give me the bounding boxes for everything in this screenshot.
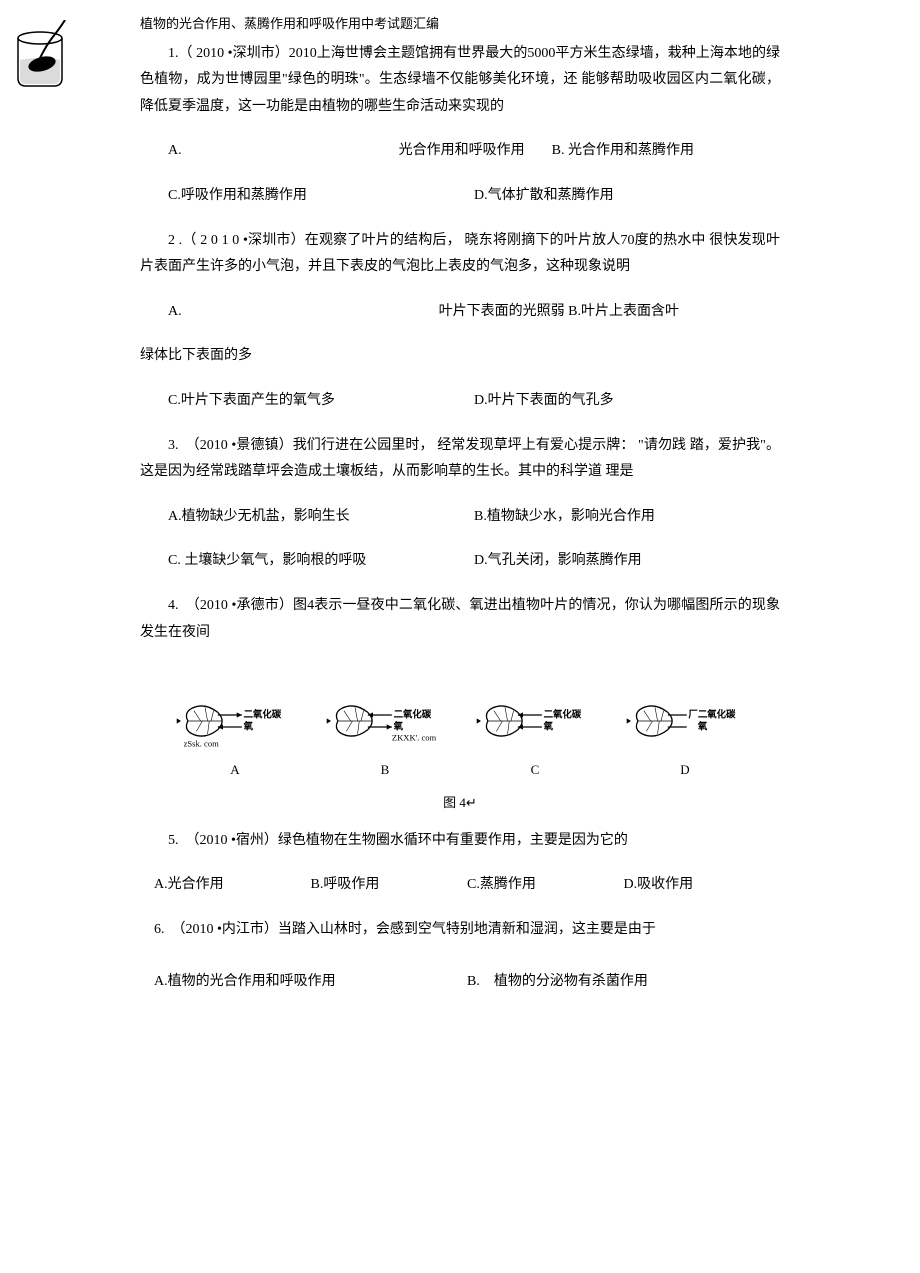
q1-optA: 光合作用和呼吸作用 bbox=[399, 143, 525, 158]
q3-options-row1: A.植物缺少无机盐，影响生长 B.植物缺少水，影响光合作用 bbox=[140, 504, 780, 531]
q3-optA: A.植物缺少无机盐，影响生长 bbox=[168, 504, 474, 531]
q2-optAB: 叶片下表面的光照弱 B.叶片上表面含叶 bbox=[439, 304, 679, 319]
q1-optB: B. 光合作用和蒸腾作用 bbox=[552, 143, 694, 158]
leaf-d-label: D bbox=[680, 758, 689, 783]
q1-options-row2: C.呼吸作用和蒸腾作用 D.气体扩散和蒸腾作用 bbox=[140, 183, 780, 210]
q1-optA-prefix: A. bbox=[168, 143, 182, 158]
q6-optA: A.植物的光合作用和呼吸作用 bbox=[154, 969, 467, 996]
leaf-b-co2: 二氧化碳 bbox=[394, 709, 432, 721]
q5-optD: D.吸收作用 bbox=[624, 872, 781, 899]
q3-optD: D.气孔关闭，影响蒸腾作用 bbox=[474, 548, 780, 575]
q5-options: A.光合作用 B.呼吸作用 C.蒸腾作用 D.吸收作用 bbox=[140, 872, 780, 899]
figure-4-row: 二氧化碳 氧 zSsk. com A bbox=[160, 686, 760, 783]
leaf-a-o2: 氧 bbox=[243, 721, 254, 733]
leaf-b-label: B bbox=[381, 758, 390, 783]
question-1: 1.（ 2010 •深圳市）2010上海世博会主题馆拥有世界最大的5000平方米… bbox=[140, 41, 780, 210]
q2-optA-prefix: A. bbox=[168, 304, 182, 319]
q1-options-row1: A. 光合作用和呼吸作用 B. 光合作用和蒸腾作用 bbox=[140, 138, 780, 165]
leaf-c-co2: 二氧化碳 bbox=[544, 709, 582, 721]
leaf-c-label: C bbox=[531, 758, 540, 783]
q5-optB: B.呼吸作用 bbox=[311, 872, 468, 899]
q3-text: 3. （2010 •景德镇）我们行进在公园里时， 经常发现草坪上有爱心提示牌： … bbox=[140, 433, 780, 486]
leaf-diagram-c: 二氧化碳 氧 C bbox=[475, 686, 595, 783]
leaf-d-o2: 氧 bbox=[697, 721, 708, 733]
q1-optD: D.气体扩散和蒸腾作用 bbox=[474, 183, 780, 210]
q6-text: 6. （2010 •内江市）当踏入山林时，会感到空气特别地清新和湿润，这主要是由… bbox=[140, 917, 780, 944]
q2-optD: D.叶片下表面的气孔多 bbox=[474, 388, 780, 415]
q1-optC: C.呼吸作用和蒸腾作用 bbox=[168, 183, 474, 210]
q2-optAB-cont: 绿体比下表面的多 bbox=[140, 343, 780, 370]
leaf-c-o2: 氧 bbox=[543, 721, 554, 733]
leaf-a-co2: 二氧化碳 bbox=[244, 709, 282, 721]
q6-optB: B. 植物的分泌物有杀菌作用 bbox=[467, 969, 780, 996]
q2-text: 2 .（ 2 0 1 0 •深圳市）在观察了叶片的结构后， 晓东将刚摘下的叶片放… bbox=[140, 228, 780, 281]
leaf-diagram-b: 二氧化碳 氧 ZKXK'. com B bbox=[325, 686, 445, 783]
question-5: 5. （2010 •宿州）绿色植物在生物圈水循环中有重要作用，主要是因为它的 A… bbox=[140, 828, 780, 899]
q2-options-row2: C.叶片下表面产生的氧气多 D.叶片下表面的气孔多 bbox=[140, 388, 780, 415]
beaker-leaf-icon bbox=[10, 20, 70, 90]
q2-options-row1: A. 叶片下表面的光照弱 B.叶片上表面含叶 bbox=[140, 299, 780, 326]
q6-options: A.植物的光合作用和呼吸作用 B. 植物的分泌物有杀菌作用 bbox=[140, 969, 780, 996]
question-4: 4. （2010 •承德市）图4表示一昼夜中二氧化碳、氧进出植物叶片的情况，你认… bbox=[140, 593, 780, 646]
figure-4-caption: 图 4↵ bbox=[140, 791, 780, 816]
q5-optA: A.光合作用 bbox=[154, 872, 311, 899]
leaf-a-label: A bbox=[230, 758, 239, 783]
document-title: 植物的光合作用、蒸腾作用和呼吸作用中考试题汇编 bbox=[140, 12, 780, 37]
leaf-d-co2: 厂二氧化碳 bbox=[688, 709, 736, 721]
q3-optB: B.植物缺少水，影响光合作用 bbox=[474, 504, 780, 531]
question-6: 6. （2010 •内江市）当踏入山林时，会感到空气特别地清新和湿润，这主要是由… bbox=[140, 917, 780, 996]
leaf-diagram-a: 二氧化碳 氧 zSsk. com A bbox=[175, 686, 295, 783]
question-3: 3. （2010 •景德镇）我们行进在公园里时， 经常发现草坪上有爱心提示牌： … bbox=[140, 433, 780, 575]
leaf-diagram-d: 厂二氧化碳 氧 D bbox=[625, 686, 745, 783]
leaf-b-o2: 氧 bbox=[393, 721, 404, 733]
leaf-a-site: zSsk. com bbox=[184, 739, 220, 749]
q5-text: 5. （2010 •宿州）绿色植物在生物圈水循环中有重要作用，主要是因为它的 bbox=[140, 828, 780, 855]
q1-text: 1.（ 2010 •深圳市）2010上海世博会主题馆拥有世界最大的5000平方米… bbox=[140, 41, 780, 121]
q4-text: 4. （2010 •承德市）图4表示一昼夜中二氧化碳、氧进出植物叶片的情况，你认… bbox=[140, 593, 780, 646]
question-2: 2 .（ 2 0 1 0 •深圳市）在观察了叶片的结构后， 晓东将刚摘下的叶片放… bbox=[140, 228, 780, 415]
leaf-b-site: ZKXK'. com bbox=[392, 733, 437, 743]
q3-options-row2: C. 土壤缺少氧气，影响根的呼吸 D.气孔关闭，影响蒸腾作用 bbox=[140, 548, 780, 575]
q5-optC: C.蒸腾作用 bbox=[467, 872, 624, 899]
q3-optC: C. 土壤缺少氧气，影响根的呼吸 bbox=[168, 548, 474, 575]
q2-optC: C.叶片下表面产生的氧气多 bbox=[168, 388, 474, 415]
